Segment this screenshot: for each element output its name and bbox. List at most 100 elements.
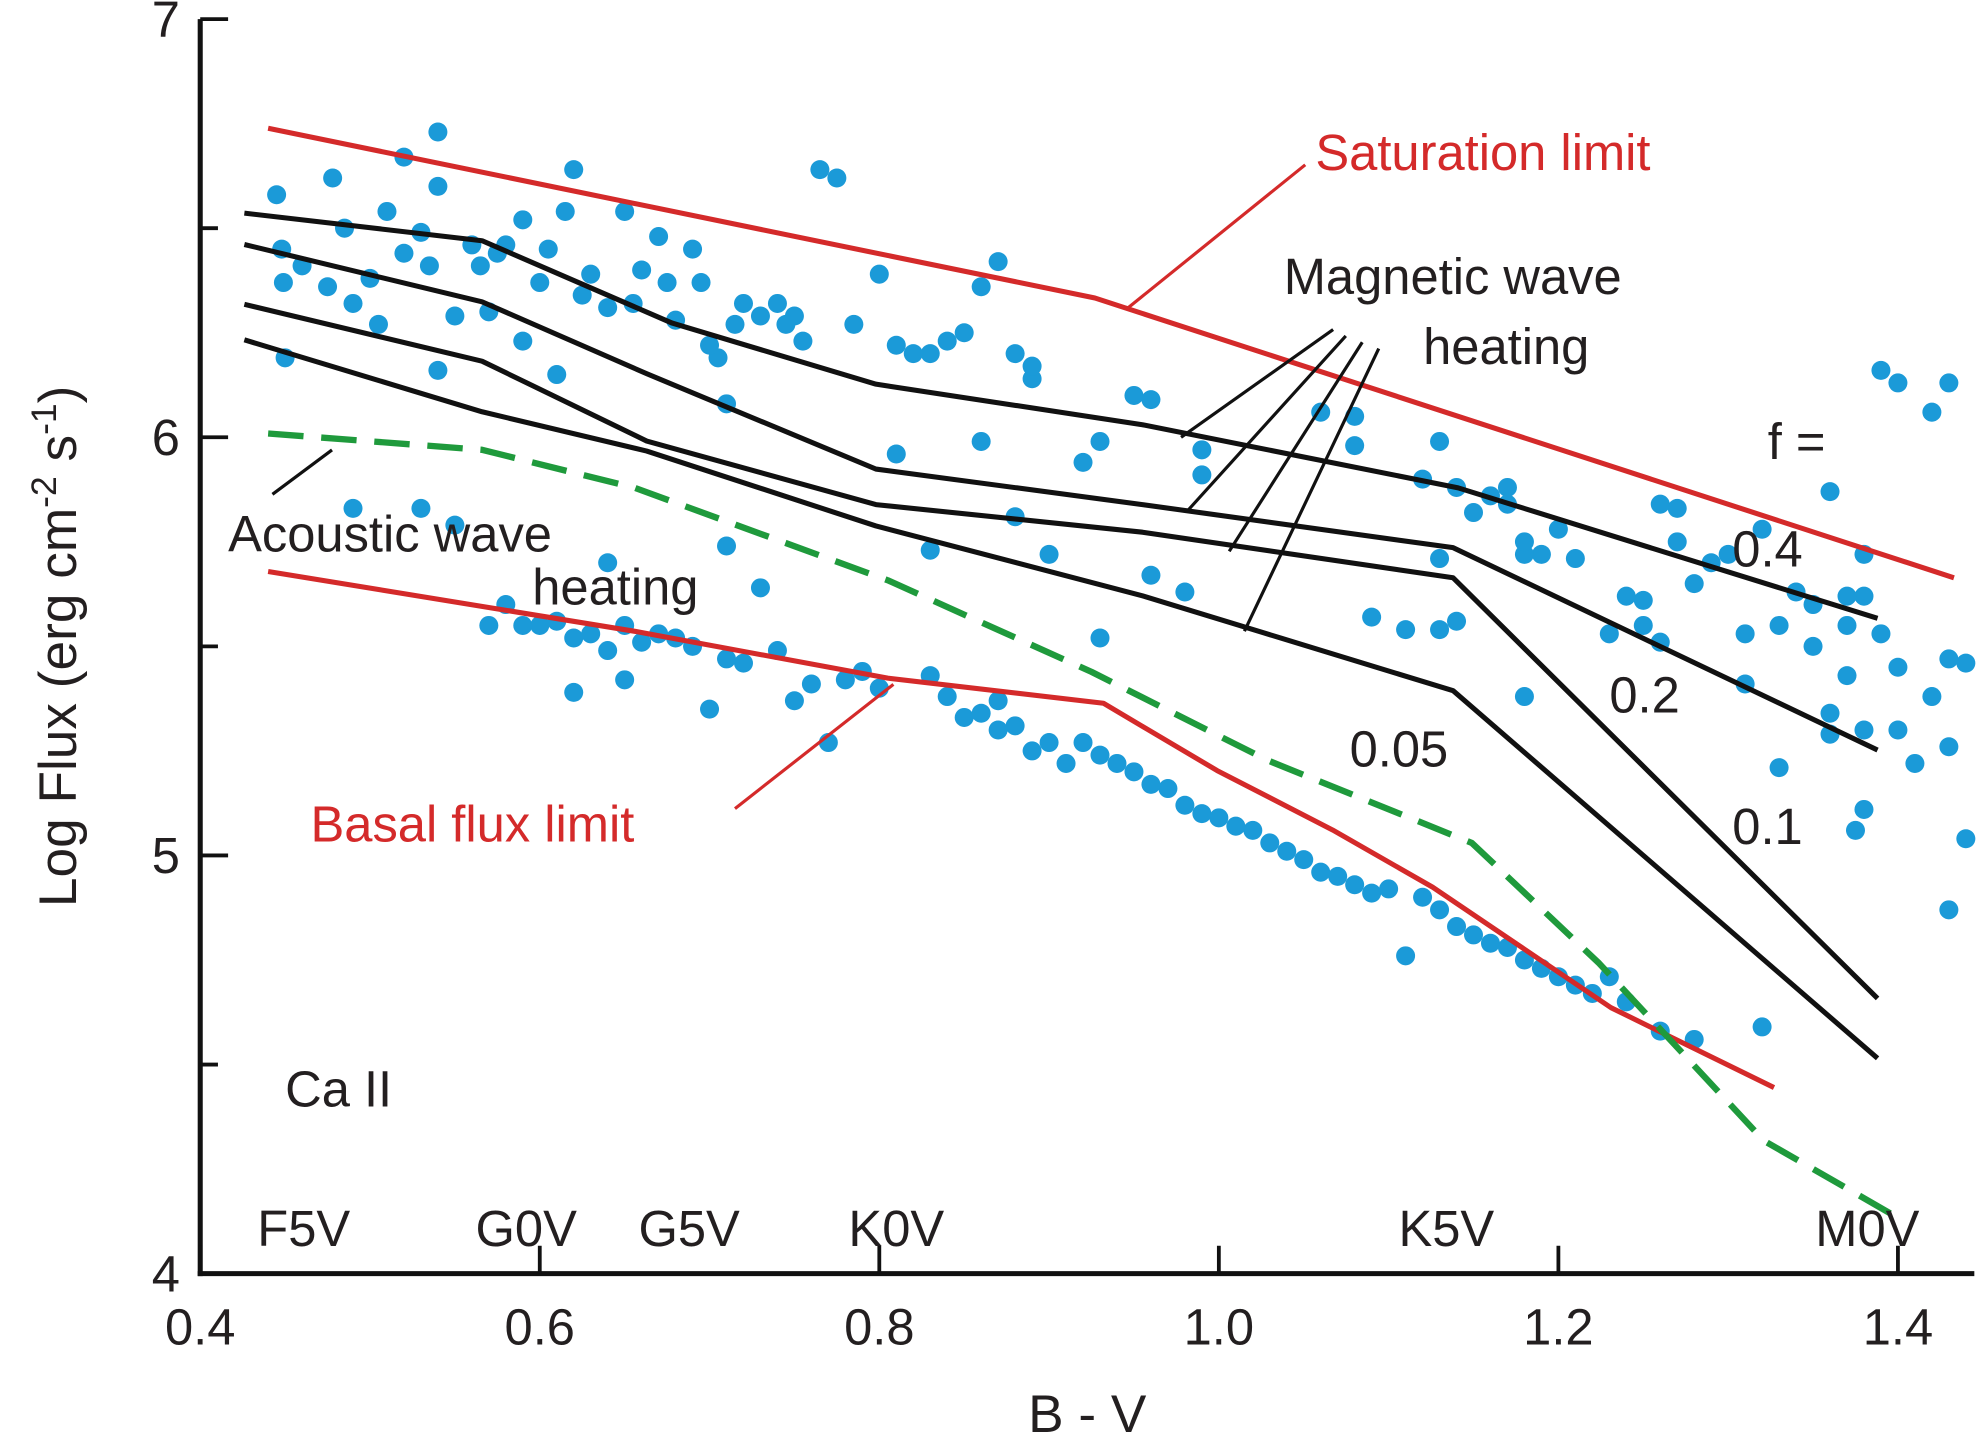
data-point bbox=[1345, 436, 1365, 456]
data-point bbox=[1022, 356, 1042, 376]
data-point bbox=[920, 540, 940, 560]
y-tick-label: 5 bbox=[152, 827, 180, 884]
annotation: Magnetic wave bbox=[1284, 248, 1622, 305]
data-point bbox=[1514, 687, 1534, 707]
data-point bbox=[419, 256, 439, 276]
data-point bbox=[1565, 549, 1585, 569]
data-point bbox=[1752, 1017, 1772, 1037]
data-point bbox=[1888, 657, 1908, 677]
data-point bbox=[1939, 737, 1959, 757]
data-point bbox=[869, 264, 889, 284]
data-point bbox=[937, 687, 957, 707]
data-point bbox=[886, 444, 906, 464]
f-label: 0.1 bbox=[1732, 798, 1802, 855]
data-point bbox=[1294, 850, 1314, 870]
data-point bbox=[1396, 946, 1416, 966]
data-point bbox=[1854, 799, 1874, 819]
x-tick-label: 0.6 bbox=[505, 1299, 575, 1356]
data-point bbox=[988, 720, 1008, 740]
data-point bbox=[903, 344, 923, 364]
series-line bbox=[244, 210, 1879, 621]
data-point bbox=[776, 314, 796, 334]
data-point bbox=[886, 335, 906, 355]
data-point bbox=[1667, 532, 1687, 552]
data-point bbox=[1735, 624, 1755, 644]
data-point bbox=[343, 293, 363, 313]
data-point bbox=[1497, 477, 1517, 497]
series-line bbox=[267, 569, 1776, 1090]
data-point bbox=[750, 578, 770, 598]
data-point bbox=[971, 277, 991, 297]
data-point bbox=[564, 628, 584, 648]
data-point bbox=[368, 314, 388, 334]
data-point bbox=[1039, 733, 1059, 753]
data-point bbox=[700, 335, 720, 355]
spectral-type: M0V bbox=[1815, 1200, 1919, 1257]
annotation: heating bbox=[1423, 318, 1589, 375]
data-point bbox=[1090, 431, 1110, 451]
data-point bbox=[1124, 762, 1144, 782]
data-point bbox=[428, 176, 448, 196]
data-point bbox=[581, 624, 601, 644]
data-point bbox=[1667, 498, 1687, 518]
data-point bbox=[1922, 402, 1942, 422]
data-point bbox=[1752, 519, 1772, 539]
data-point bbox=[615, 670, 635, 690]
data-point bbox=[1837, 666, 1857, 686]
data-point bbox=[1175, 582, 1195, 602]
data-point bbox=[1684, 574, 1704, 594]
data-point bbox=[1141, 774, 1161, 794]
data-point bbox=[1192, 440, 1212, 460]
x-tick-label: 0.4 bbox=[165, 1299, 235, 1356]
data-point bbox=[1056, 753, 1076, 773]
data-point bbox=[564, 682, 584, 702]
data-point bbox=[1956, 653, 1976, 673]
data-point bbox=[1633, 615, 1653, 635]
series-line bbox=[243, 242, 1879, 753]
data-point bbox=[988, 691, 1008, 711]
data-point bbox=[988, 252, 1008, 272]
annotation: f = bbox=[1768, 413, 1826, 470]
x-tick-label: 1.0 bbox=[1184, 1299, 1254, 1356]
data-point bbox=[1548, 519, 1568, 539]
data-point bbox=[1413, 887, 1433, 907]
data-point bbox=[1090, 628, 1110, 648]
data-point bbox=[1769, 615, 1789, 635]
x-axis-label: B - V bbox=[1028, 1385, 1147, 1441]
data-point bbox=[1633, 590, 1653, 610]
spectral-type: G0V bbox=[475, 1200, 577, 1257]
data-point bbox=[1837, 586, 1857, 606]
data-point bbox=[1480, 933, 1500, 953]
spectral-type: F5V bbox=[257, 1200, 350, 1257]
data-point bbox=[564, 160, 584, 180]
data-point bbox=[1837, 615, 1857, 635]
data-point bbox=[445, 306, 465, 326]
data-point bbox=[1616, 586, 1636, 606]
data-point bbox=[1845, 820, 1865, 840]
data-point bbox=[632, 632, 652, 652]
data-point bbox=[920, 344, 940, 364]
data-point bbox=[1158, 779, 1178, 799]
data-point bbox=[1243, 820, 1263, 840]
data-point bbox=[784, 691, 804, 711]
data-point bbox=[318, 277, 338, 297]
y-axis-label-part: -1 bbox=[24, 403, 64, 435]
data-point bbox=[683, 239, 703, 259]
data-point bbox=[598, 553, 618, 573]
data-point bbox=[1769, 758, 1789, 778]
data-point bbox=[1888, 373, 1908, 393]
data-point bbox=[555, 201, 575, 221]
data-point bbox=[1345, 875, 1365, 895]
data-point bbox=[513, 615, 533, 635]
data-point bbox=[343, 498, 363, 518]
data-point bbox=[377, 201, 397, 221]
data-point bbox=[1531, 544, 1551, 564]
series-line bbox=[267, 125, 1955, 581]
data-point bbox=[1650, 494, 1670, 514]
data-point bbox=[1854, 586, 1874, 606]
saturation-label: Saturation limit bbox=[1315, 124, 1650, 181]
data-point bbox=[1939, 373, 1959, 393]
series-line bbox=[267, 430, 1898, 1220]
leader-lines bbox=[271, 163, 1381, 810]
y-axis-label-part: ) bbox=[29, 386, 88, 404]
